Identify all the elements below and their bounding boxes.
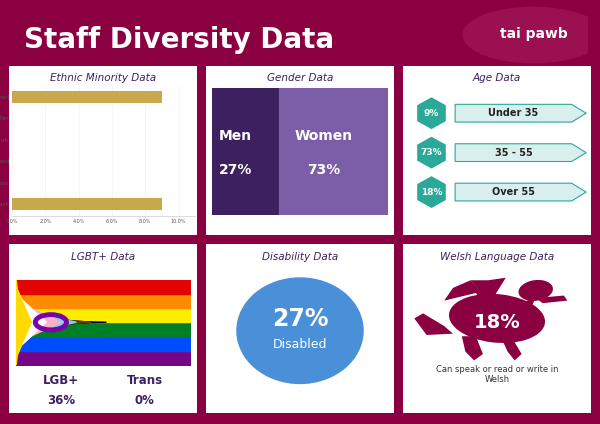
Ellipse shape [449, 294, 545, 343]
Text: 36%: 36% [47, 394, 75, 407]
Polygon shape [418, 177, 445, 207]
Text: Trans: Trans [127, 374, 163, 387]
Circle shape [463, 7, 600, 63]
FancyBboxPatch shape [203, 81, 397, 221]
Polygon shape [470, 278, 506, 303]
Ellipse shape [236, 277, 364, 384]
Bar [12, 91, 162, 103]
Bar [12, 198, 162, 210]
Polygon shape [500, 336, 521, 360]
Polygon shape [16, 309, 91, 335]
FancyBboxPatch shape [200, 239, 400, 418]
Polygon shape [16, 287, 46, 357]
Text: LGBT+ Data: LGBT+ Data [71, 251, 135, 262]
FancyBboxPatch shape [4, 239, 203, 418]
Polygon shape [444, 280, 493, 313]
Text: Welsh Language Data: Welsh Language Data [440, 251, 554, 262]
FancyBboxPatch shape [397, 239, 596, 418]
Polygon shape [16, 317, 106, 328]
Text: 9%: 9% [424, 109, 439, 118]
Text: Can speak or read or write in
Welsh: Can speak or read or write in Welsh [436, 365, 558, 384]
Text: 18%: 18% [473, 313, 520, 332]
Text: Under 35: Under 35 [488, 108, 539, 118]
Text: LGB+: LGB+ [43, 374, 79, 387]
Polygon shape [418, 137, 445, 168]
Text: Women: Women [295, 129, 353, 143]
Text: Over 55: Over 55 [492, 187, 535, 197]
Text: 18%: 18% [421, 187, 442, 197]
Text: 73%: 73% [421, 148, 442, 157]
Text: Disability Data: Disability Data [262, 251, 338, 262]
Polygon shape [511, 298, 536, 312]
FancyBboxPatch shape [203, 81, 279, 221]
Text: Age Data: Age Data [473, 73, 521, 84]
Text: Disabled: Disabled [273, 338, 327, 351]
Polygon shape [455, 183, 586, 201]
Text: Staff Diversity Data: Staff Diversity Data [24, 26, 334, 54]
Polygon shape [16, 280, 22, 365]
Polygon shape [16, 302, 76, 343]
Text: tai pawb: tai pawb [500, 27, 567, 41]
Text: 35 - 55: 35 - 55 [494, 148, 532, 158]
Polygon shape [536, 296, 568, 303]
Polygon shape [462, 336, 483, 360]
Text: Gender Data: Gender Data [267, 73, 333, 84]
Polygon shape [455, 104, 586, 122]
Bar [212, 88, 260, 215]
FancyBboxPatch shape [397, 61, 596, 240]
Ellipse shape [518, 280, 553, 301]
Polygon shape [418, 98, 445, 128]
Text: Ethnic Minority Data: Ethnic Minority Data [50, 73, 156, 84]
Polygon shape [455, 144, 586, 162]
Text: 0%: 0% [135, 394, 155, 407]
Polygon shape [414, 313, 453, 335]
Polygon shape [16, 280, 31, 365]
Text: Men: Men [219, 129, 253, 143]
FancyBboxPatch shape [200, 61, 400, 240]
Text: 73%: 73% [307, 163, 340, 178]
Polygon shape [16, 295, 61, 350]
Text: 27%: 27% [219, 163, 253, 178]
FancyBboxPatch shape [4, 61, 203, 240]
Text: 27%: 27% [272, 307, 328, 331]
